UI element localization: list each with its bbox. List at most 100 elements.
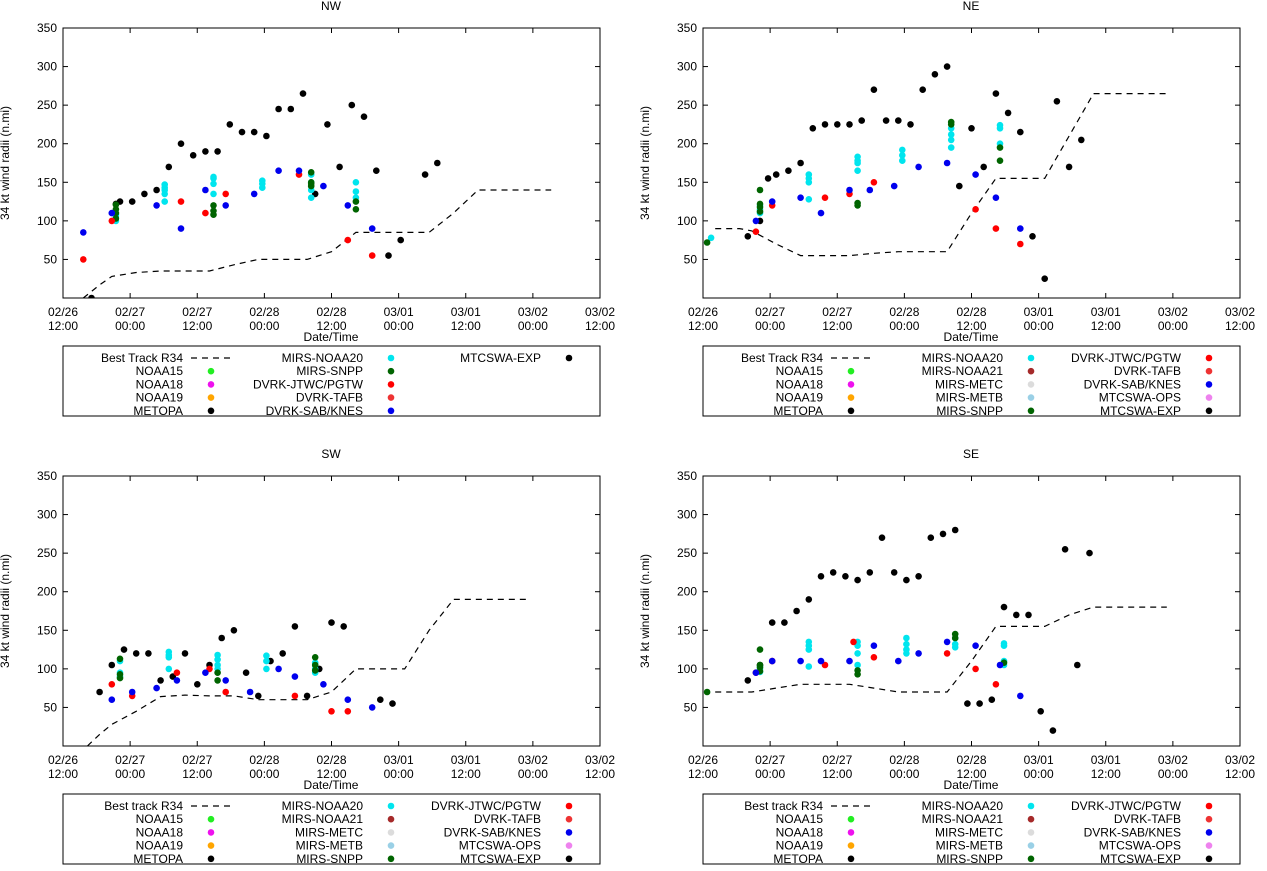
point-mirs-snpp bbox=[756, 200, 764, 208]
point-mirs-snpp bbox=[214, 669, 221, 676]
y-tick-label: 350 bbox=[677, 469, 697, 483]
x-tick-label-date: 02/28 bbox=[889, 305, 919, 319]
legend-label-noaa18: NOAA18 bbox=[136, 825, 184, 839]
x-tick-label-time: 00:00 bbox=[889, 319, 919, 333]
point-metopa bbox=[964, 700, 971, 707]
y-tick-label: 50 bbox=[44, 252, 58, 266]
x-tick-label-time: 12:00 bbox=[451, 767, 481, 781]
legend-swatch-mirs-snpp bbox=[387, 367, 395, 375]
x-tick-label-date: 02/28 bbox=[956, 753, 986, 767]
best-track-line bbox=[715, 93, 1167, 257]
point-mirs-noaa20 bbox=[854, 650, 861, 657]
point-metopa bbox=[968, 125, 975, 132]
x-tick-label-date: 02/28 bbox=[889, 753, 919, 767]
point-metopa bbox=[96, 688, 103, 696]
point-metopa bbox=[189, 152, 197, 159]
point-mirs-snpp bbox=[996, 144, 1004, 151]
legend-swatch-mirs-snpp bbox=[387, 855, 395, 863]
point-mirs-snpp bbox=[214, 677, 221, 684]
x-tick-label-time: 12:00 bbox=[1225, 319, 1255, 333]
x-tick-label-time: 12:00 bbox=[688, 767, 718, 781]
point-metopa bbox=[177, 140, 185, 147]
legend-swatch-metopa bbox=[207, 407, 215, 415]
point-dvrk-sab-knes bbox=[797, 657, 804, 665]
legend-label-noaa19: NOAA19 bbox=[136, 391, 184, 405]
point-metopa bbox=[1086, 549, 1093, 557]
legend-swatch-noaa19 bbox=[207, 842, 215, 849]
legend-swatch-dvrk-tafb bbox=[1205, 815, 1213, 823]
x-tick-label-date: 03/01 bbox=[451, 753, 481, 767]
legend-label-mirs-metb: MIRS-METB bbox=[296, 839, 363, 853]
x-tick-label-time: 12:00 bbox=[585, 319, 615, 333]
legend-swatch-mtcswa-ops bbox=[565, 842, 573, 849]
x-tick-label-time: 00:00 bbox=[384, 319, 414, 333]
legend-label-dvrk-tafb: DVRK-TAFB bbox=[296, 391, 363, 405]
x-tick-label-time: 00:00 bbox=[115, 767, 145, 781]
point-metopa bbox=[992, 90, 1000, 97]
x-tick-label-time: 12:00 bbox=[48, 767, 78, 781]
point-dvrk-sab-knes bbox=[996, 661, 1004, 669]
point-metopa bbox=[1065, 163, 1073, 171]
legend-label-mirs-noaa20: MIRS-NOAA20 bbox=[922, 799, 1004, 813]
legend-label-metopa: METOPA bbox=[773, 404, 823, 418]
x-tick-label-date: 03/01 bbox=[1091, 753, 1121, 767]
legend-swatch-noaa18 bbox=[207, 381, 215, 388]
x-tick-label-date: 02/28 bbox=[956, 305, 986, 319]
legend-label-dvrk-jtwc-pgtw: DVRK-JTWC/PGTW bbox=[1071, 351, 1182, 365]
point-metopa bbox=[919, 86, 926, 93]
legend-swatch-noaa18 bbox=[847, 381, 855, 388]
point-metopa bbox=[956, 182, 963, 190]
point-dvrk-jtwc-pgtw bbox=[992, 225, 1000, 232]
point-metopa bbox=[858, 117, 865, 124]
legend-swatch-mirs-noaa20 bbox=[1027, 802, 1035, 810]
point-metopa bbox=[157, 677, 164, 684]
legend-label-mtcswa-exp: MTCSWA-EXP bbox=[1100, 852, 1181, 866]
point-mirs-snpp bbox=[703, 239, 711, 246]
point-metopa bbox=[242, 669, 250, 676]
x-axis-label: Date/Time bbox=[304, 330, 359, 344]
plot-clip-group bbox=[86, 598, 527, 746]
x-axis: 02/2612:0002/2700:0002/2712:0002/2800:00… bbox=[48, 476, 615, 781]
point-metopa bbox=[153, 186, 160, 194]
legend-label-mirs-noaa21: MIRS-NOAA21 bbox=[282, 812, 364, 826]
x-tick-label-date: 02/28 bbox=[249, 305, 279, 319]
point-dvrk-jtwc-pgtw bbox=[328, 708, 335, 715]
y-tick-label: 300 bbox=[677, 60, 697, 74]
point-dvrk-sab-knes bbox=[972, 171, 979, 178]
point-dvrk-jtwc-pgtw bbox=[291, 692, 299, 700]
point-mirs-noaa20 bbox=[996, 121, 1004, 129]
point-mirs-snpp bbox=[996, 157, 1004, 164]
point-dvrk-sab-knes bbox=[943, 159, 951, 167]
point-dvrk-jtwc-pgtw bbox=[850, 638, 857, 646]
x-tick-label-time: 00:00 bbox=[755, 319, 785, 333]
point-mirs-noaa20 bbox=[165, 665, 173, 673]
x-tick-label-date: 02/26 bbox=[48, 305, 78, 319]
plot-frame bbox=[702, 475, 1241, 747]
point-metopa bbox=[1017, 128, 1024, 136]
y-tick-label: 200 bbox=[677, 585, 697, 599]
x-tick-label-date: 02/27 bbox=[115, 305, 145, 319]
point-metopa bbox=[226, 121, 234, 128]
point-dvrk-sab-knes bbox=[108, 209, 116, 217]
point-dvrk-sab-knes bbox=[768, 657, 776, 665]
x-tick-label-date: 02/27 bbox=[755, 305, 785, 319]
point-dvrk-sab-knes bbox=[915, 650, 922, 657]
point-mirs-noaa20 bbox=[165, 648, 173, 656]
legend-swatch-mirs-metc bbox=[387, 829, 395, 836]
point-dvrk-sab-knes bbox=[250, 190, 258, 198]
legend-swatch-mirs-metc bbox=[1027, 381, 1035, 388]
x-tick-label-date: 03/02 bbox=[1158, 305, 1188, 319]
legend-swatch-mtcswa-exp bbox=[1205, 407, 1213, 415]
point-dvrk-jtwc-pgtw bbox=[972, 665, 979, 673]
point-dvrk-jtwc-pgtw bbox=[80, 256, 87, 263]
point-mirs-noaa20 bbox=[854, 167, 861, 174]
point-mirs-noaa20 bbox=[707, 234, 715, 242]
point-dvrk-sab-knes bbox=[80, 229, 87, 236]
point-dvrk-sab-knes bbox=[128, 688, 136, 696]
point-mirs-noaa20 bbox=[263, 652, 270, 659]
best-track-line bbox=[82, 189, 552, 298]
point-mirs-noaa20 bbox=[161, 198, 168, 205]
point-metopa bbox=[181, 650, 189, 657]
y-tick-label: 100 bbox=[37, 662, 57, 676]
point-metopa bbox=[194, 681, 201, 688]
